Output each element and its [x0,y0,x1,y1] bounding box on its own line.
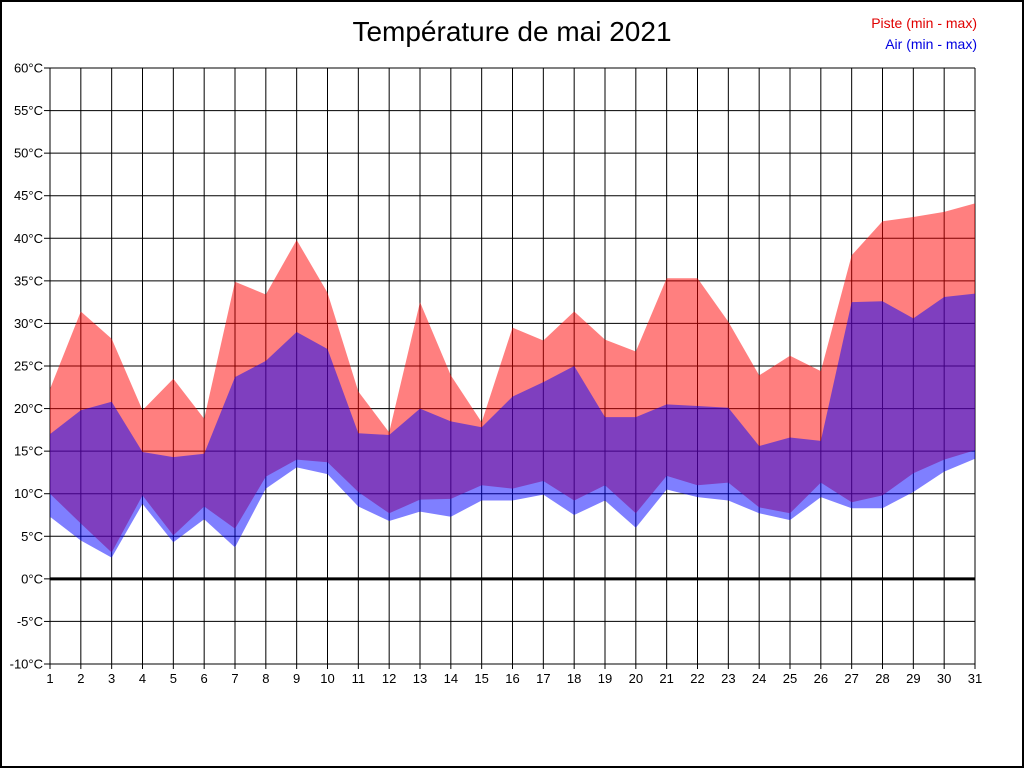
x-tick-label: 5 [170,671,177,686]
x-tick-label: 8 [262,671,269,686]
y-tick-label: -5°C [17,614,43,629]
x-tick-label: 3 [108,671,115,686]
x-tick-label: 20 [629,671,643,686]
x-tick-label: 28 [875,671,889,686]
x-tick-label: 13 [413,671,427,686]
y-tick-label: 45°C [14,188,43,203]
y-tick-label: 35°C [14,273,43,288]
y-tick-label: 0°C [21,571,43,586]
legend-item-air: Air (min - max) [885,36,977,52]
x-tick-label: 24 [752,671,766,686]
x-tick-label: 14 [444,671,458,686]
x-tick-label: 10 [320,671,334,686]
x-tick-label: 16 [505,671,519,686]
x-tick-label: 17 [536,671,550,686]
x-tick-label: 31 [968,671,982,686]
x-tick-label: 1 [46,671,53,686]
y-tick-label: 25°C [14,359,43,374]
x-axis-labels: 1 2 3 4 5 6 7 8 9 10 11 12 13 14 15 16 17 18 19 20 21 22 23 24 2… [46,671,982,686]
x-tick-label: 30 [937,671,951,686]
y-tick-label: -10°C [10,657,43,672]
y-tick-label: 5°C [21,529,43,544]
x-tick-label: 9 [293,671,300,686]
x-tick-label: 6 [201,671,208,686]
x-tick-label: 19 [598,671,612,686]
x-tick-label: 27 [844,671,858,686]
x-tick-label: 15 [474,671,488,686]
y-tick-label: 20°C [14,401,43,416]
legend-item-piste: Piste (min - max) [871,15,977,31]
x-tick-label: 29 [906,671,920,686]
x-tick-label: 26 [814,671,828,686]
legend: Piste (min - max) Air (min - max) [871,13,977,55]
x-tick-label: 25 [783,671,797,686]
chart-title: Température de mai 2021 [352,16,672,47]
x-tick-label: 11 [352,671,366,686]
air-band [50,293,975,558]
y-axis-labels: -10°C -5°C 0°C 5°C 10°C 15°C 20°C 25°C 30°C 35°C 4… [10,61,43,672]
x-tick-label: 21 [659,671,673,686]
x-tick-label: 12 [382,671,396,686]
x-tick-label: 7 [231,671,238,686]
y-tick-label: 10°C [14,486,43,501]
y-tick-label: 55°C [14,103,43,118]
x-tick-label: 4 [139,671,146,686]
y-tick-label: 60°C [14,61,43,76]
x-tick-label: 2 [77,671,84,686]
x-tick-label: 18 [567,671,581,686]
y-tick-label: 40°C [14,231,43,246]
y-tick-label: 30°C [14,316,43,331]
y-tick-label: 15°C [14,444,43,459]
x-tick-label: 22 [690,671,704,686]
y-tick-label: 50°C [14,146,43,161]
x-tick-label: 23 [721,671,735,686]
